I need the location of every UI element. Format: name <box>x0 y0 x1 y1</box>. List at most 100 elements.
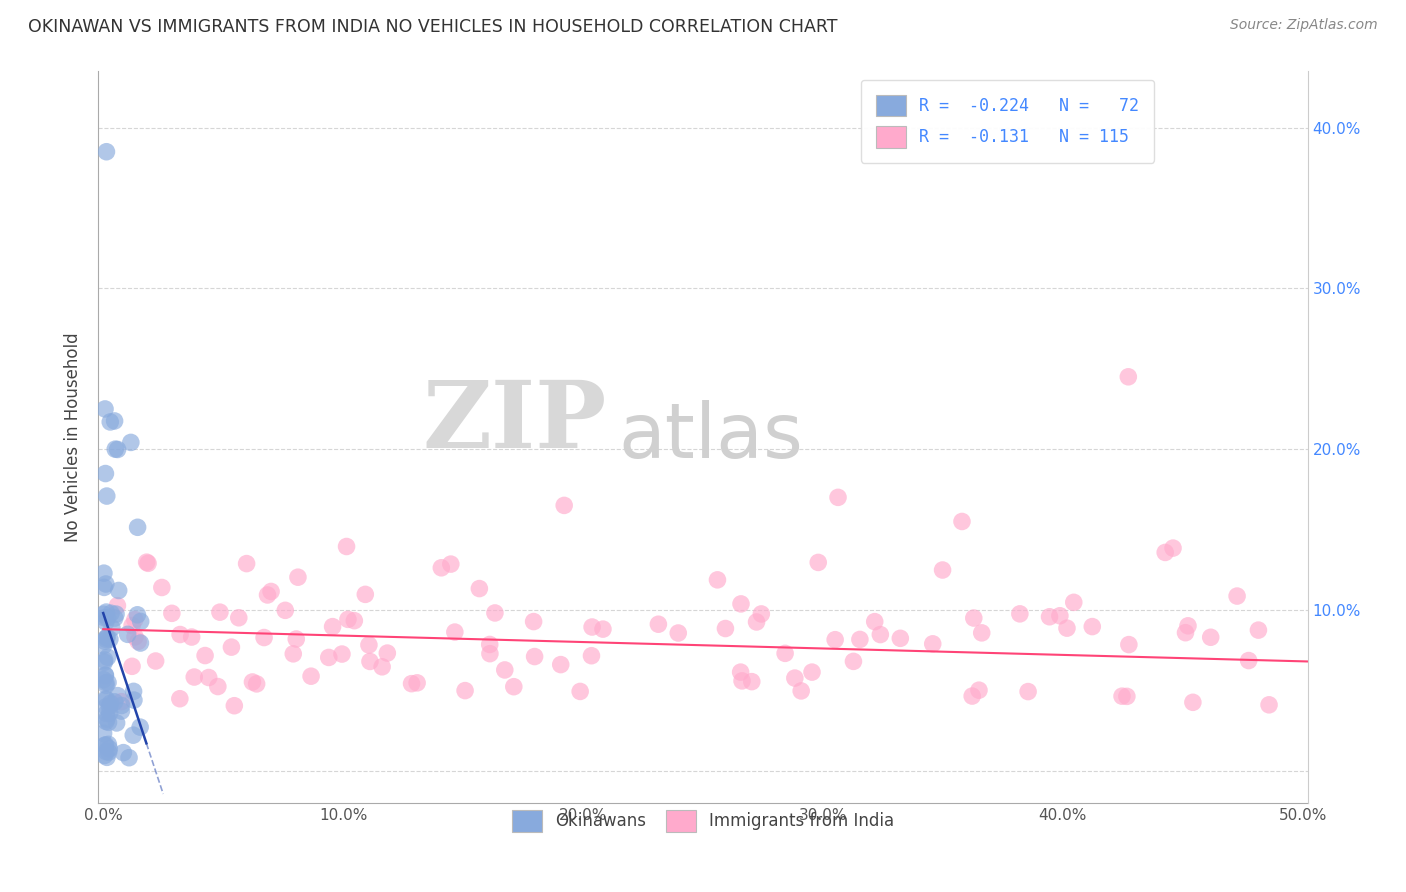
Point <box>1118 369 1140 384</box>
Point <box>963 611 986 625</box>
Point <box>124 630 146 644</box>
Point <box>553 499 575 513</box>
Point <box>1115 690 1137 704</box>
Point <box>127 607 149 622</box>
Text: atlas: atlas <box>619 401 803 474</box>
Point <box>110 698 132 713</box>
Point <box>523 649 546 664</box>
Point <box>1181 695 1204 709</box>
Point <box>105 715 128 730</box>
Point <box>145 654 167 668</box>
Point <box>931 563 953 577</box>
Point <box>1038 609 1060 624</box>
Point <box>94 467 117 481</box>
Point <box>96 631 118 645</box>
Point <box>98 706 121 720</box>
Point <box>107 442 129 457</box>
Point <box>110 695 132 709</box>
Point <box>122 684 145 698</box>
Point <box>1049 608 1071 623</box>
Point <box>1247 623 1270 637</box>
Point <box>807 556 830 570</box>
Point <box>647 617 669 632</box>
Point <box>1081 619 1104 633</box>
Point <box>569 684 592 698</box>
Point <box>93 726 115 740</box>
Text: ZIP: ZIP <box>422 377 606 467</box>
Point <box>849 632 872 647</box>
Point <box>359 655 381 669</box>
Point <box>287 570 309 584</box>
Point <box>581 648 603 663</box>
Point <box>122 728 145 742</box>
Point <box>160 607 183 621</box>
Point <box>94 675 117 690</box>
Point <box>783 671 806 685</box>
Point <box>824 632 846 647</box>
Point <box>94 745 117 759</box>
Point <box>129 615 152 629</box>
Point <box>745 615 768 629</box>
Point <box>104 442 127 457</box>
Point <box>706 573 728 587</box>
Point <box>246 677 269 691</box>
Point <box>318 650 340 665</box>
Point <box>169 627 191 641</box>
Point <box>93 639 115 653</box>
Point <box>93 581 115 595</box>
Point <box>950 515 973 529</box>
Point <box>96 611 118 625</box>
Point <box>869 627 891 641</box>
Point <box>253 631 276 645</box>
Point <box>94 634 117 648</box>
Point <box>1177 619 1199 633</box>
Point <box>136 557 159 571</box>
Point <box>150 581 173 595</box>
Point <box>801 665 824 679</box>
Point <box>103 414 125 428</box>
Point <box>1008 607 1031 621</box>
Point <box>478 647 501 661</box>
Point <box>118 750 141 764</box>
Point <box>741 674 763 689</box>
Point <box>354 587 377 601</box>
Point <box>221 640 243 654</box>
Point <box>129 720 152 734</box>
Point <box>827 491 849 505</box>
Point <box>93 566 115 581</box>
Point <box>1056 621 1078 635</box>
Point <box>122 693 145 707</box>
Point <box>96 145 118 159</box>
Point <box>357 638 380 652</box>
Point <box>98 699 121 714</box>
Point <box>93 653 115 667</box>
Point <box>749 607 772 621</box>
Point <box>97 715 120 730</box>
Point <box>117 627 139 641</box>
Point <box>260 584 283 599</box>
Point <box>127 520 149 534</box>
Text: Source: ZipAtlas.com: Source: ZipAtlas.com <box>1230 18 1378 32</box>
Point <box>98 415 121 429</box>
Point <box>194 648 217 663</box>
Point <box>96 489 118 503</box>
Point <box>731 673 754 688</box>
Point <box>863 615 886 629</box>
Point <box>550 657 572 672</box>
Point <box>169 691 191 706</box>
Point <box>1237 654 1260 668</box>
Point <box>98 632 121 647</box>
Point <box>1063 595 1085 609</box>
Point <box>94 632 117 647</box>
Point <box>121 618 143 632</box>
Point <box>335 540 357 554</box>
Point <box>94 577 117 591</box>
Point <box>478 637 501 651</box>
Point <box>1154 545 1177 559</box>
Point <box>180 630 202 644</box>
Point <box>842 654 865 668</box>
Point <box>960 689 983 703</box>
Point <box>129 636 152 650</box>
Y-axis label: No Vehicles in Household: No Vehicles in Household <box>65 332 83 542</box>
Point <box>96 605 118 619</box>
